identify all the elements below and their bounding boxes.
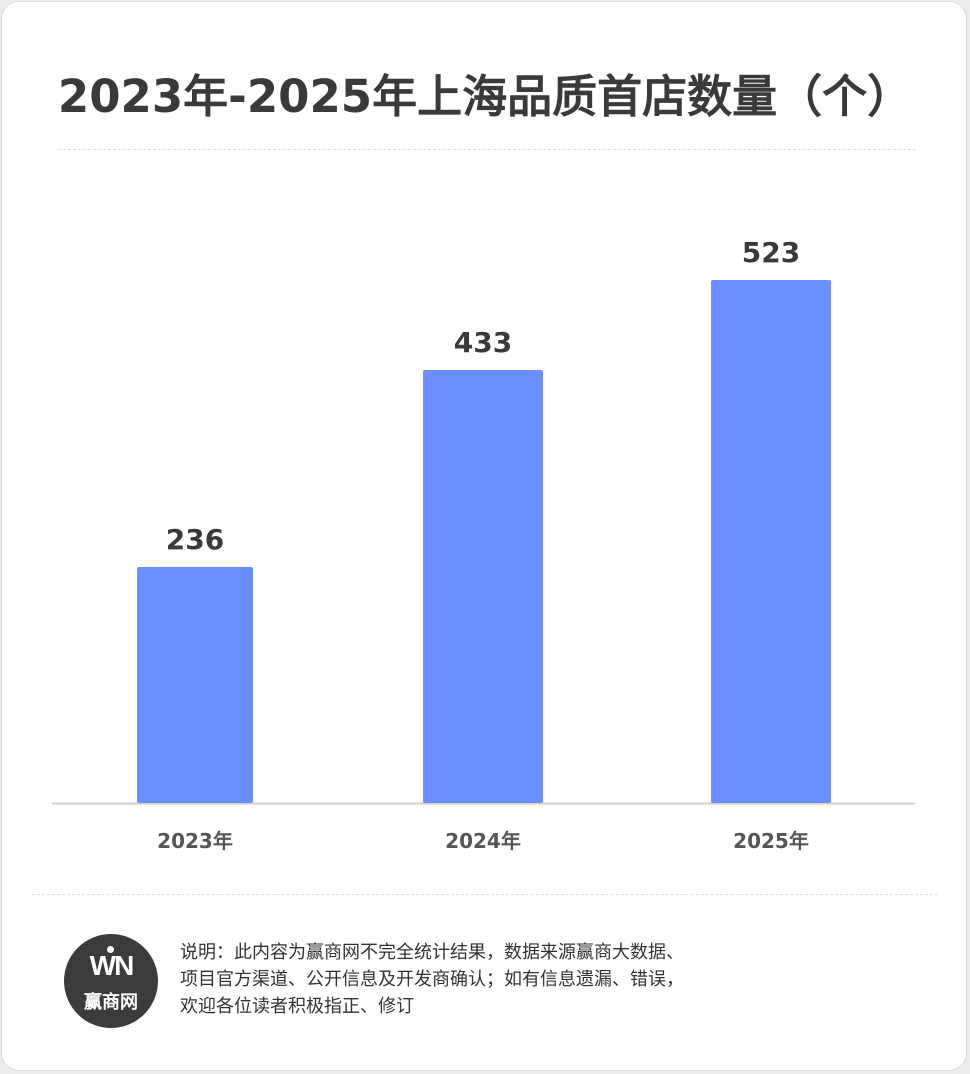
title-divider bbox=[58, 149, 916, 150]
logo-text: 赢商网 bbox=[84, 992, 138, 1013]
note-line: 说明：此内容为赢商网不完全统计结果，数据来源赢商大数据、 bbox=[180, 942, 684, 963]
bar-chart: 236 2023年 433 2024年 523 2025年 bbox=[52, 236, 915, 853]
note-line: 欢迎各位读者积极指正、修订 bbox=[180, 996, 414, 1017]
bar-2024年 bbox=[423, 370, 543, 803]
note-line: 项目官方渠道、公开信息及开发商确认；如有信息遗漏、错误， bbox=[180, 969, 684, 990]
data-label: 523 bbox=[742, 236, 800, 269]
source-note: 说明：此内容为赢商网不完全统计结果，数据来源赢商大数据、 项目官方渠道、公开信息… bbox=[180, 939, 820, 1020]
chart-title: 2023年-2025年上海品质首店数量（个） bbox=[57, 70, 913, 123]
x-tick-label: 2024年 bbox=[445, 829, 521, 853]
footer-divider bbox=[32, 894, 938, 895]
x-tick-label: 2023年 bbox=[157, 829, 233, 853]
logo-mark: WN bbox=[89, 950, 135, 981]
bar-2023年 bbox=[137, 567, 253, 803]
data-label: 433 bbox=[454, 326, 512, 359]
logo-dot bbox=[107, 946, 114, 953]
x-tick-label: 2025年 bbox=[733, 829, 809, 853]
bar-2025年 bbox=[711, 280, 831, 803]
winshang-logo-icon: WN 赢商网 bbox=[64, 934, 158, 1028]
data-label: 236 bbox=[166, 523, 224, 556]
